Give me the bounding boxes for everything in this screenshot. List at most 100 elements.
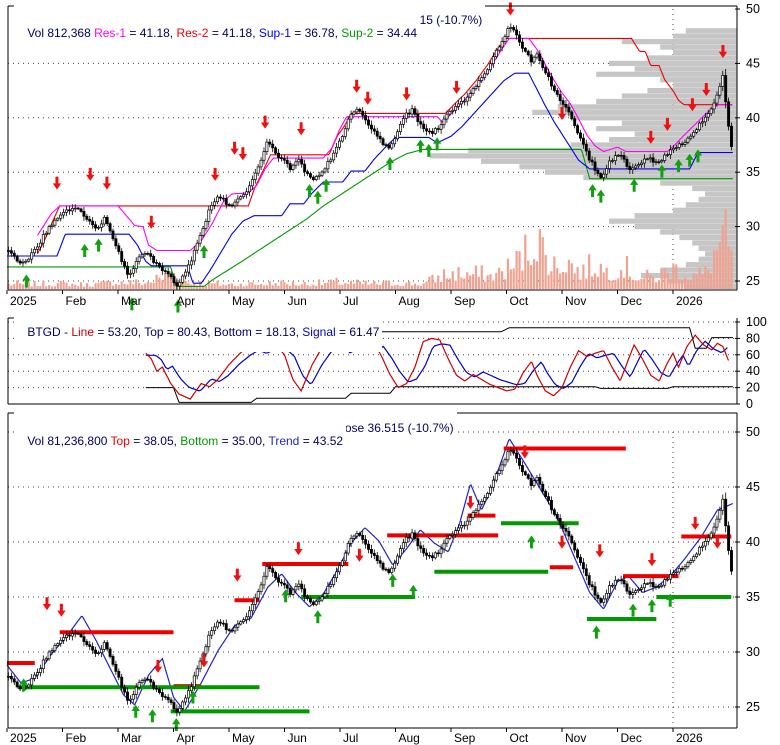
res1-value: = 41.18, (126, 26, 177, 40)
buy-signal-arrow (416, 139, 425, 153)
res2-line (37, 37, 733, 255)
svg-text:2025: 2025 (10, 731, 37, 745)
buy-signal-arrow (281, 589, 290, 603)
svg-text:May: May (232, 294, 255, 308)
osc-line-label: Line (71, 325, 95, 339)
buy-signal-arrow (127, 297, 137, 311)
bottom-gridlines (8, 431, 737, 727)
svg-text:May: May (232, 731, 255, 745)
svg-text:100: 100 (746, 315, 767, 329)
buy-signal-arrow (693, 149, 703, 163)
buy-signal-arrow (674, 159, 683, 173)
sell-signal-arrow (42, 597, 52, 611)
buy-arrows (22, 137, 703, 313)
svg-text:25: 25 (746, 274, 760, 288)
sell-signal-arrow (663, 117, 672, 131)
top-level-label: Top (110, 434, 130, 448)
sell-signal-arrow (520, 445, 530, 459)
svg-text:25: 25 (746, 700, 760, 714)
buy-signal-arrow (657, 164, 667, 178)
candlestick-series-bottom (7, 446, 733, 717)
buy-signal-arrow (173, 299, 183, 313)
buy-signal-arrow (592, 625, 601, 639)
svg-text:Jun: Jun (288, 731, 307, 745)
sell-signal-arrow (52, 176, 62, 190)
buy-signal-arrow (588, 184, 597, 198)
osc-signal-value: = 61.47 (335, 325, 380, 339)
sell-signal-arrow (86, 167, 95, 181)
month-axis-top: 2025 Feb Mar Apr May Jun Jul Aug Sep Oct Nov Dec 202… (6, 290, 703, 308)
sell-signal-arrow (294, 542, 303, 556)
svg-text:Feb: Feb (66, 731, 87, 745)
price-axis-top: 50 45 40 35 30 25 (735, 2, 760, 288)
oscillator-panel-header: BTGD - Line = 53.20, Top = 80.43, Bottom… (14, 313, 383, 352)
bottom-level-value: = 35.00, (218, 434, 269, 448)
osc-symbol: BTGD - (27, 325, 72, 339)
buy-signal-arrow (305, 184, 314, 198)
sell-signal-arrow (233, 568, 242, 582)
candlestick-series (7, 23, 733, 291)
top-volume-readout: Vol 812,368 (27, 26, 95, 40)
svg-text:2026: 2026 (676, 294, 703, 308)
oscillator-signal-line (145, 340, 728, 392)
buy-signal-arrow (432, 137, 442, 151)
svg-text:40: 40 (746, 364, 760, 378)
svg-text:Aug: Aug (399, 731, 420, 745)
sell-signal-arrow (557, 535, 567, 549)
sell-signal-arrow (402, 87, 411, 101)
svg-text:Mar: Mar (121, 731, 142, 745)
sup1-line (7, 72, 733, 284)
svg-text:Feb: Feb (66, 294, 87, 308)
svg-text:80: 80 (746, 331, 760, 345)
svg-text:Nov: Nov (565, 731, 586, 745)
sup2-label: Sup-2 (341, 26, 374, 40)
buy-signal-arrow (685, 153, 694, 167)
sup1-value: = 36.78, (290, 26, 342, 40)
sell-signal-arrow (718, 44, 728, 58)
res2-value: = 41.18, (208, 26, 259, 40)
top-price-panel: 2025 Feb Mar Apr May Jun Jul Aug Sep Oct Nov Dec 202… (6, 2, 760, 313)
sell-signal-arrow (688, 98, 697, 112)
sell-signal-arrow (230, 141, 239, 155)
sell-signal-arrow (260, 115, 270, 129)
sell-signal-arrow (466, 496, 475, 509)
svg-text:Dec: Dec (621, 294, 642, 308)
sell-signal-arrow (595, 544, 604, 558)
buy-signal-arrow (629, 178, 639, 192)
svg-text:Sep: Sep (454, 731, 476, 745)
svg-text:30: 30 (746, 220, 760, 234)
svg-text:Mar: Mar (121, 294, 142, 308)
sell-signal-arrow (702, 83, 711, 97)
buy-signal-arrow (80, 244, 89, 258)
buy-signal-arrow (647, 599, 657, 613)
svg-text:Apr: Apr (177, 294, 196, 308)
buy-signal-arrow (188, 690, 198, 704)
svg-text:50: 50 (746, 2, 760, 16)
buy-signal-arrow (385, 156, 395, 170)
svg-text:Jul: Jul (343, 294, 358, 308)
svg-text:0: 0 (746, 397, 753, 411)
bottom-volume-readout: Vol 81,236,800 (27, 434, 111, 448)
svg-text:30: 30 (746, 645, 760, 659)
buy-signal-arrow (172, 718, 181, 731)
sell-arrows-bottom (42, 445, 722, 673)
res2-label: Res-2 (176, 26, 209, 40)
buy-signal-arrow (313, 190, 322, 204)
bottom-price-panel: 2025 Feb Mar Apr May Jun Jul Aug Sep Oct Nov Dec 202… (6, 412, 760, 745)
sell-signal-arrow (296, 122, 306, 136)
svg-text:45: 45 (746, 56, 760, 70)
svg-text:Apr: Apr (177, 731, 196, 745)
buy-signal-arrow (409, 584, 418, 598)
svg-text:40: 40 (746, 111, 760, 125)
resistance-support-lines (7, 37, 733, 287)
sell-signal-arrow (363, 91, 372, 105)
buy-signal-arrow (527, 535, 536, 549)
sell-signal-arrow (713, 535, 722, 549)
price-axis-bottom: 50 45 40 35 30 25 (735, 425, 760, 714)
sell-signal-arrow (355, 548, 364, 562)
sup1-label: Sup-1 (258, 26, 291, 40)
svg-text:Oct: Oct (510, 731, 529, 745)
sell-signal-arrow (153, 659, 163, 673)
